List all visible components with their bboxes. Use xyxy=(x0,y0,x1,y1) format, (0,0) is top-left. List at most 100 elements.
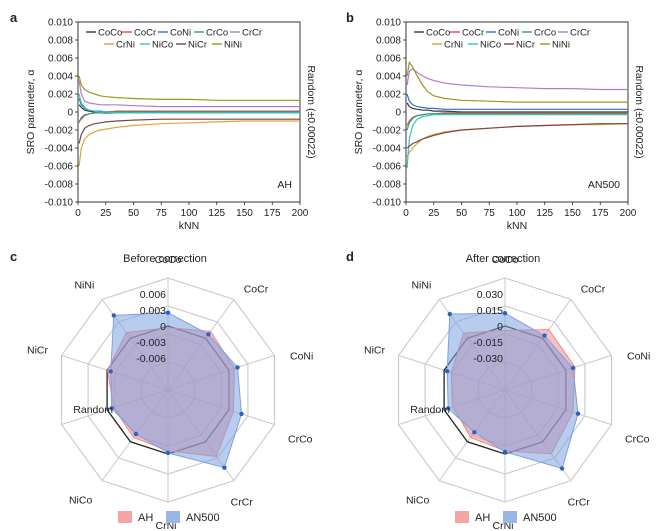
panel-letter-b: b xyxy=(346,10,354,25)
radar-axis-label-crco: CrCo xyxy=(625,434,650,446)
radar-legend-d: AH AN500 xyxy=(455,511,557,524)
y-tick-label: -0.010 xyxy=(45,198,74,209)
panel-letter-d: d xyxy=(346,249,354,264)
radar-axis-label-nini: NiNi xyxy=(411,279,431,291)
y-tick-label: -0.002 xyxy=(45,126,74,137)
radar-ring-label: 0 xyxy=(497,321,503,333)
series-line-nicr xyxy=(406,123,628,149)
series-line-nicr xyxy=(78,118,300,144)
radar-chart-c: 0.006 0.003 0 -0.003 -0.006 CoCo CoCr CoNi CrCo C… xyxy=(27,254,313,531)
radar-point-an500 xyxy=(447,311,452,317)
radar-ring-label: -0.030 xyxy=(473,353,503,365)
series-line-crcr xyxy=(406,68,628,91)
radar-axis-label-crcr: CrCr xyxy=(231,497,254,509)
x-tick-label: 75 xyxy=(484,208,496,219)
x-tick-label: 125 xyxy=(208,208,225,219)
series-line-nini xyxy=(406,61,628,103)
radar-ring-label: -0.015 xyxy=(473,337,503,349)
legend-swatch-an500 xyxy=(503,511,517,523)
legend-label-nico: NiCo xyxy=(480,39,501,50)
radar-point-an500 xyxy=(446,406,451,411)
radar-chart-d: 0.030 0.015 0 -0.015 -0.030 CoCo CoCr CoNi CrCo C… xyxy=(364,254,650,531)
y-tick-label: -0.008 xyxy=(373,180,402,191)
legend-label-coni: CoNi xyxy=(170,27,191,38)
x-tick-label: 0 xyxy=(403,208,409,219)
x-tick-label: 100 xyxy=(509,208,526,219)
radar-ring-label: 0 xyxy=(160,321,166,333)
radar-point-an500 xyxy=(502,449,508,455)
legend-label-cocr: CoCr xyxy=(462,27,484,38)
radar-point-an500 xyxy=(472,430,477,435)
sample-label: AN500 xyxy=(588,179,620,191)
legend-label-nini: NiNi xyxy=(224,39,242,50)
radar-point-an500 xyxy=(222,465,227,470)
radar-point-an500 xyxy=(165,310,171,315)
x-tick-label: 50 xyxy=(128,208,140,219)
y-tick-label: -0.004 xyxy=(373,144,402,155)
radar-point-an500 xyxy=(109,406,114,411)
y-axis-title: SRO parameter, α xyxy=(25,70,37,155)
y-tick-label: 0.002 xyxy=(48,90,73,101)
y-tick-label: -0.002 xyxy=(373,126,402,137)
legend-swatch-an500 xyxy=(166,511,180,523)
legend-swatch-ah xyxy=(118,511,132,523)
radar-legend-c: AH AN500 xyxy=(118,511,220,524)
radar-point-an500 xyxy=(206,332,211,337)
legend-label-cocr: CoCr xyxy=(134,27,156,38)
legend-label-crni: CrNi xyxy=(444,39,463,50)
radar-point-an500 xyxy=(575,411,581,416)
radar-axis-label-random: Random xyxy=(410,404,450,416)
line-chart-a: -0.010 -0.008 -0.006 -0.004 -0.002 0 0.002 0.00… xyxy=(25,18,317,233)
radar-area-an500 xyxy=(446,312,579,470)
x-tick-label: 100 xyxy=(181,208,198,219)
series-line-crni xyxy=(78,120,300,167)
radar-axis-label-cocr: CoCr xyxy=(244,283,269,295)
y-tick-label: -0.006 xyxy=(45,162,74,173)
legend-label-ah: AH xyxy=(475,512,490,524)
y-tick-label: 0.004 xyxy=(48,72,73,83)
radar-axis-label-nico: NiCo xyxy=(406,495,429,507)
radar-axis-label-nicr: NiCr xyxy=(27,344,48,356)
panel-letter-c: c xyxy=(10,249,17,264)
series-line-nico xyxy=(406,114,628,168)
y-tick-label: 0.004 xyxy=(376,72,401,83)
y-tick-label: 0.010 xyxy=(48,18,73,29)
radar-area-an500 xyxy=(110,312,243,469)
legend-label-nico: NiCo xyxy=(152,39,173,50)
x-tick-label: 150 xyxy=(564,208,581,219)
radar-axis-label-cocr: CoCr xyxy=(581,283,606,295)
radar-point-an500 xyxy=(235,365,240,370)
y-tick-label: 0.002 xyxy=(376,90,401,101)
legend-label-nicr: NiCr xyxy=(516,39,535,50)
y-tick-label: 0 xyxy=(395,108,401,119)
y-tick-label: 0 xyxy=(67,108,73,119)
legend-label-crcr: CrCr xyxy=(570,27,590,38)
legend-label-crcr: CrCr xyxy=(242,27,262,38)
radar-ring-label: -0.006 xyxy=(136,353,166,365)
y-tick-label: -0.008 xyxy=(45,180,74,191)
random-label: Random (±0.00022) xyxy=(633,65,645,158)
legend-label-coni: CoNi xyxy=(498,27,519,38)
radar-point-an500 xyxy=(502,311,508,316)
radar-title-after: After correction xyxy=(466,253,541,265)
x-tick-label: 175 xyxy=(592,208,609,219)
x-tick-label: 75 xyxy=(156,208,168,219)
legend-label-crco: CrCo xyxy=(534,27,556,38)
radar-point-an500 xyxy=(133,431,139,437)
legend-label-crco: CrCo xyxy=(206,27,228,38)
series-line-nico xyxy=(78,93,300,114)
y-tick-label: 0.008 xyxy=(376,36,401,47)
y-tick-label: -0.006 xyxy=(373,162,402,173)
radar-axis-label-nini: NiNi xyxy=(74,279,94,291)
radar-axis-label-coni: CoNi xyxy=(627,350,650,362)
x-tick-label: 125 xyxy=(536,208,553,219)
radar-ring-label: 0.030 xyxy=(477,289,503,301)
legend-label-ah: AH xyxy=(138,512,153,524)
x-tick-label: 0 xyxy=(75,208,81,219)
radar-axis-label-crco: CrCo xyxy=(288,434,313,446)
radar-axis-label-crni: CrNi xyxy=(156,520,177,531)
radar-axis-label-nico: NiCo xyxy=(69,495,92,507)
radar-ring-label: 0.006 xyxy=(140,289,166,301)
y-tick-label: 0.010 xyxy=(376,18,401,29)
